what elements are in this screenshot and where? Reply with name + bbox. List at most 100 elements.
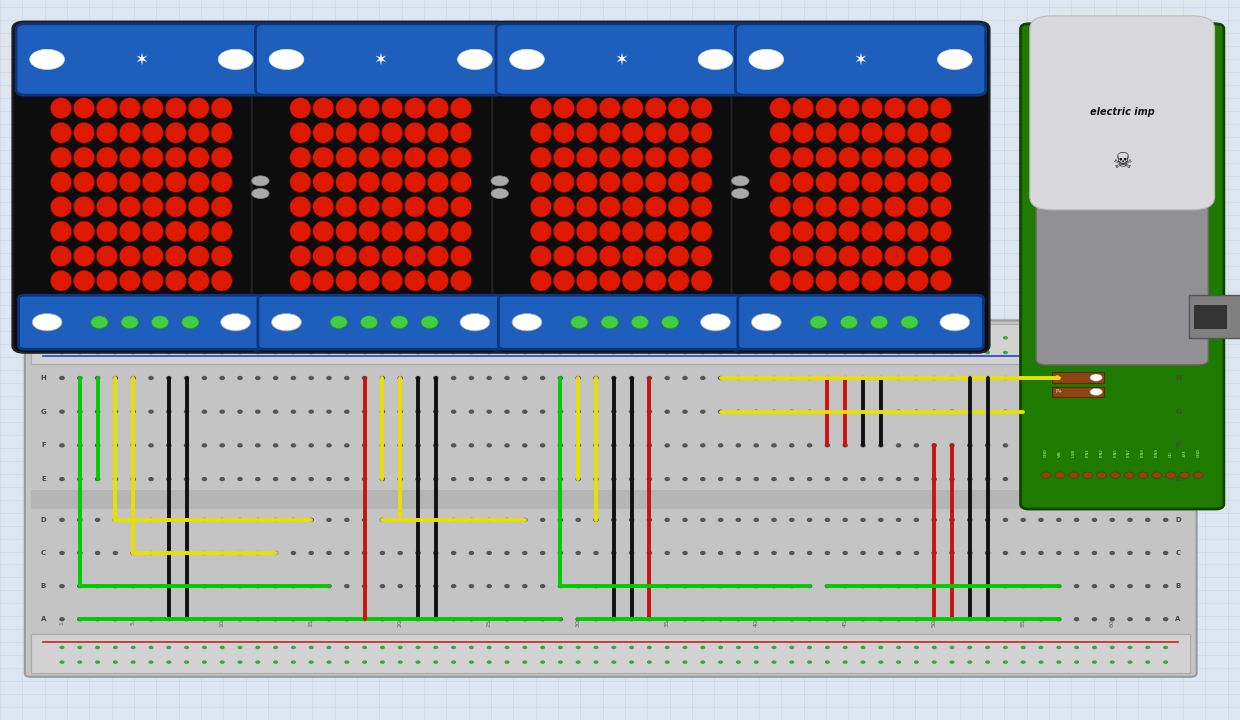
Ellipse shape <box>611 551 616 555</box>
Ellipse shape <box>469 584 474 588</box>
Ellipse shape <box>691 122 712 143</box>
Text: 30: 30 <box>575 619 580 626</box>
Ellipse shape <box>593 410 599 414</box>
Ellipse shape <box>404 197 425 217</box>
Ellipse shape <box>816 171 837 192</box>
Ellipse shape <box>1145 551 1151 555</box>
Ellipse shape <box>420 315 438 328</box>
Ellipse shape <box>184 376 190 380</box>
Ellipse shape <box>861 518 866 522</box>
Ellipse shape <box>522 584 527 588</box>
Bar <box>31 490 1190 509</box>
Ellipse shape <box>450 122 471 143</box>
Text: 60: 60 <box>1110 619 1115 626</box>
Ellipse shape <box>816 246 837 266</box>
Ellipse shape <box>842 477 848 481</box>
Ellipse shape <box>1127 660 1132 664</box>
Ellipse shape <box>878 660 883 664</box>
Ellipse shape <box>558 646 563 649</box>
Circle shape <box>218 49 253 70</box>
Ellipse shape <box>1056 660 1061 664</box>
Ellipse shape <box>691 197 712 217</box>
Ellipse shape <box>219 584 224 588</box>
Ellipse shape <box>166 477 171 481</box>
Ellipse shape <box>770 197 791 217</box>
Text: ☠: ☠ <box>1112 152 1132 172</box>
Ellipse shape <box>1110 376 1115 380</box>
Ellipse shape <box>862 221 883 242</box>
Ellipse shape <box>451 660 456 664</box>
Ellipse shape <box>77 477 83 481</box>
Ellipse shape <box>967 477 972 481</box>
Ellipse shape <box>309 518 314 522</box>
Ellipse shape <box>362 477 367 481</box>
Ellipse shape <box>629 351 634 354</box>
Ellipse shape <box>950 351 955 354</box>
Ellipse shape <box>665 336 670 340</box>
Text: 25: 25 <box>486 619 492 626</box>
Ellipse shape <box>949 376 955 380</box>
Ellipse shape <box>1074 444 1079 448</box>
Ellipse shape <box>1003 551 1008 555</box>
Ellipse shape <box>97 171 118 192</box>
FancyBboxPatch shape <box>738 295 983 349</box>
Ellipse shape <box>771 376 776 380</box>
Ellipse shape <box>211 197 232 217</box>
Ellipse shape <box>1127 551 1133 555</box>
Ellipse shape <box>930 246 951 266</box>
Ellipse shape <box>130 617 136 621</box>
Ellipse shape <box>789 477 795 481</box>
Ellipse shape <box>771 410 776 414</box>
Ellipse shape <box>838 221 859 242</box>
Bar <box>31 324 1190 364</box>
Ellipse shape <box>415 518 420 522</box>
Ellipse shape <box>789 444 795 448</box>
Circle shape <box>252 189 269 199</box>
Ellipse shape <box>404 147 425 168</box>
Ellipse shape <box>622 270 644 291</box>
Ellipse shape <box>862 171 883 192</box>
Ellipse shape <box>415 660 420 664</box>
Ellipse shape <box>211 147 232 168</box>
Ellipse shape <box>404 270 425 291</box>
Text: E: E <box>1176 476 1180 482</box>
Text: 3V3: 3V3 <box>1183 449 1187 457</box>
Ellipse shape <box>1092 351 1097 354</box>
Ellipse shape <box>599 171 620 192</box>
Ellipse shape <box>691 270 712 291</box>
Ellipse shape <box>202 584 207 588</box>
Ellipse shape <box>345 336 350 340</box>
Ellipse shape <box>404 246 425 266</box>
Ellipse shape <box>1074 617 1079 621</box>
Ellipse shape <box>326 410 332 414</box>
Ellipse shape <box>1003 660 1008 664</box>
Ellipse shape <box>1110 351 1115 354</box>
Ellipse shape <box>1092 660 1097 664</box>
Ellipse shape <box>415 376 420 380</box>
Ellipse shape <box>451 336 456 340</box>
Ellipse shape <box>237 617 243 621</box>
Text: D: D <box>1176 517 1180 523</box>
Ellipse shape <box>345 351 350 354</box>
Circle shape <box>458 49 492 70</box>
Ellipse shape <box>553 270 574 291</box>
Ellipse shape <box>1110 551 1115 555</box>
Ellipse shape <box>816 147 837 168</box>
Ellipse shape <box>908 122 929 143</box>
Ellipse shape <box>914 584 919 588</box>
Ellipse shape <box>985 351 990 354</box>
Ellipse shape <box>450 221 471 242</box>
Ellipse shape <box>522 444 527 448</box>
Ellipse shape <box>309 646 314 649</box>
Ellipse shape <box>1091 410 1097 414</box>
Ellipse shape <box>404 122 425 143</box>
Ellipse shape <box>113 410 118 414</box>
Ellipse shape <box>469 617 474 621</box>
Ellipse shape <box>143 270 164 291</box>
Ellipse shape <box>665 584 670 588</box>
Ellipse shape <box>611 660 616 664</box>
Ellipse shape <box>622 221 644 242</box>
Ellipse shape <box>358 221 379 242</box>
Ellipse shape <box>219 477 224 481</box>
Ellipse shape <box>665 477 670 481</box>
